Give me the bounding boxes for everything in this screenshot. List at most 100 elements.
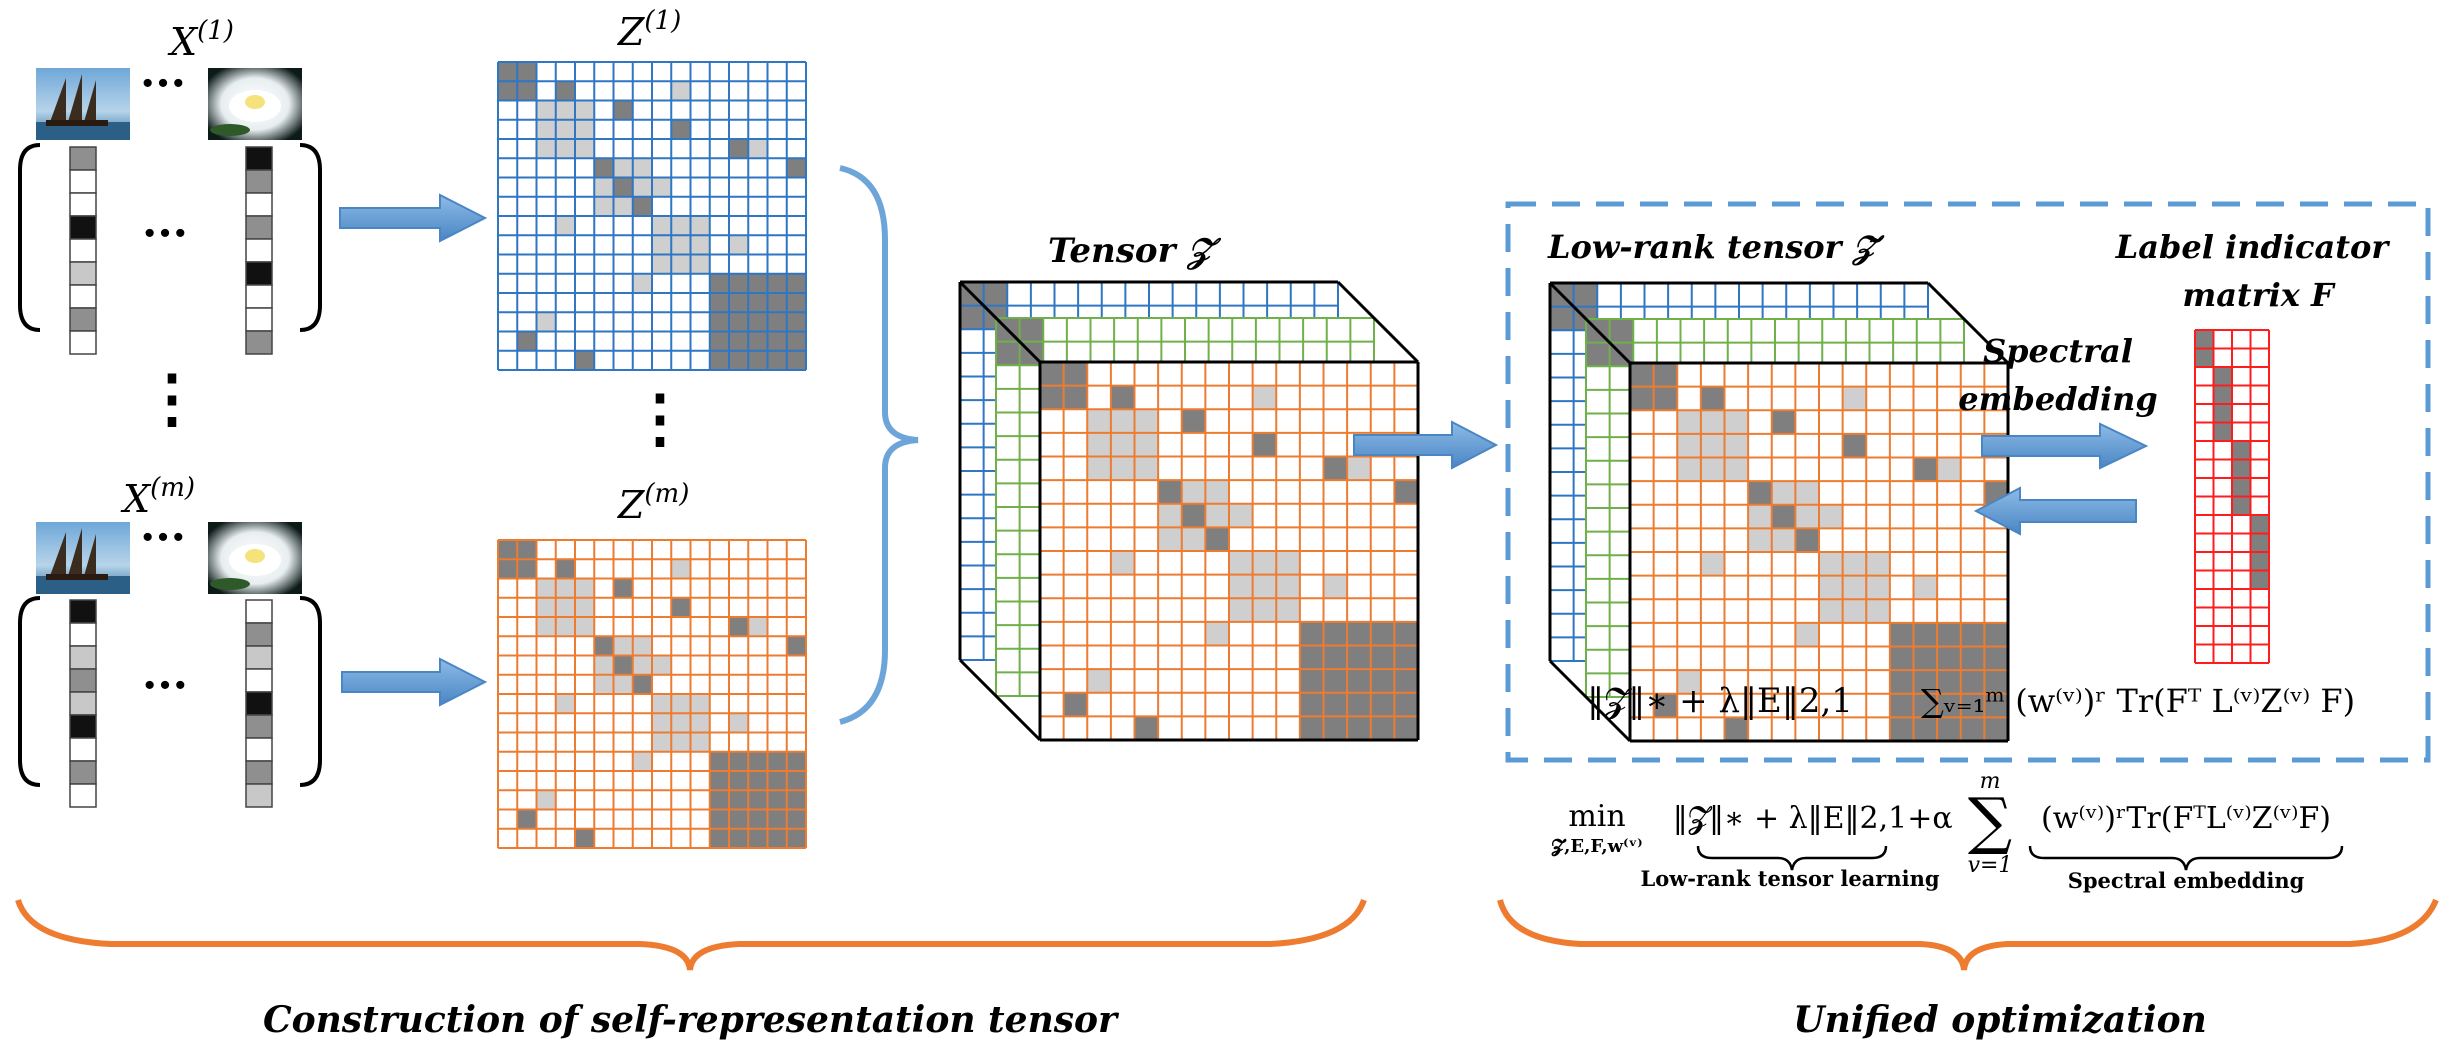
vector-cell [245, 261, 273, 286]
matrix-cell-filled [767, 771, 787, 791]
matrix-cell-filled [555, 81, 575, 101]
tensor-cell-filled [1984, 670, 2008, 694]
tensor-cell-filled [1748, 528, 1772, 552]
tensor-cell-filled [1573, 283, 1598, 307]
tensor-cell-filled [1984, 693, 2008, 718]
tensor-cell-filled [1937, 693, 1961, 718]
tensor-cell-filled [1087, 432, 1111, 457]
indicator-cell-filled [2232, 441, 2251, 460]
matrix-cell-filled [748, 273, 768, 293]
tensor-cell-filled [1063, 362, 1088, 386]
tensor-cell-filled [1040, 385, 1064, 410]
matrix-cell-filled [517, 559, 537, 579]
tensor-label: Tensor 𝒵 [1048, 231, 1221, 271]
tensor-cell-filled [1370, 645, 1395, 670]
vector-cell [69, 284, 97, 309]
tensor-cell-filled [1110, 456, 1135, 481]
tensor-cell-filled [1724, 433, 1749, 458]
matrix-cell-filled [786, 273, 806, 293]
tensor-cell-filled [1937, 646, 1961, 671]
tensor-cell-filled [1724, 410, 1749, 434]
optimization-box [1505, 201, 2431, 763]
matrix-cell-filled [575, 119, 595, 139]
tensor-cell-filled [1181, 503, 1206, 528]
tensor-slice [1629, 362, 2009, 742]
matrix-cell-filled [632, 196, 652, 216]
tensor-cell-filled [1299, 645, 1324, 670]
tensor-cell-filled [1063, 692, 1088, 717]
vector-cell [245, 668, 273, 693]
tensor-cell-filled [1394, 621, 1418, 646]
matrix-cell-filled [594, 196, 614, 216]
matrix-cell-filled [671, 81, 691, 101]
vector-cell [69, 645, 97, 670]
arrow-right-icon [341, 657, 488, 707]
tensor-cell-filled [1134, 716, 1159, 740]
matrix-cell-filled [748, 751, 768, 771]
matrix-cell-filled [729, 312, 749, 332]
matrix-cell-filled [555, 100, 575, 120]
objective-term-low-rank: ‖𝓩‖∗ + λ‖E‖2,1 [1673, 801, 1908, 836]
matrix-cell-filled [575, 617, 595, 637]
matrix-cell-filled [729, 293, 749, 313]
matrix-cell-filled [652, 216, 672, 236]
tensor-cell-filled [1370, 692, 1395, 717]
dots-vertical: ⋮ [140, 361, 204, 436]
vector-cell [69, 192, 97, 217]
tensor-cell-filled [1842, 386, 1867, 411]
matrix-cell-filled [690, 694, 710, 714]
tensor-cell-filled [1586, 342, 1610, 367]
tensor-cube [958, 280, 1420, 742]
vector-cell [69, 691, 97, 716]
indicator-cell-filled [2195, 348, 2214, 367]
matrix-cell-filled [786, 331, 806, 351]
matrix-cell-filled [709, 273, 729, 293]
dots-horizontal: ··· [140, 512, 186, 563]
tensor-cell-filled [1960, 693, 1985, 718]
tensor-cell-filled [1748, 481, 1772, 505]
matrix-cell-filled [690, 235, 710, 255]
vector-cell [245, 238, 273, 263]
matrix-cell-filled [671, 216, 691, 236]
vector-cell [245, 284, 273, 309]
matrix-cell-filled [767, 273, 787, 293]
tensor-cell-filled [1347, 645, 1371, 670]
tensor-cell-filled [1724, 717, 1749, 741]
objective-min: min [1568, 799, 1625, 834]
indicator-cell-filled [2232, 478, 2251, 497]
matrix-cell-filled [671, 235, 691, 255]
tensor-cell-filled [1299, 669, 1324, 693]
tensor-cell-filled [1819, 575, 1843, 600]
tensor-cell-filled [1937, 670, 1961, 694]
matrix-cell-filled [555, 617, 575, 637]
sum-lower-limit: v=1 [1968, 853, 2013, 878]
tensor-cell-filled [1795, 622, 1819, 647]
matrix-cell-filled [613, 674, 633, 694]
caption-unified-optimization: Unified optimization [1793, 999, 2207, 1041]
matrix-cell-filled [594, 655, 614, 675]
water-lily-photo-icon [208, 68, 302, 140]
tensor-cell-filled [1252, 551, 1277, 575]
tensor-cell-filled [1819, 599, 1843, 623]
tensor-cell-filled [1019, 318, 1044, 342]
tensor-cell-filled [1842, 599, 1867, 623]
tensor-cell-filled [1771, 481, 1796, 505]
matrix-cell-filled [786, 790, 806, 810]
matrix-cell-filled [536, 119, 556, 139]
vector-cell [69, 261, 97, 286]
matrix-cell-filled [786, 809, 806, 829]
tensor-cell-filled [1370, 716, 1395, 740]
feature-vector [69, 599, 97, 808]
tensor-cell-filled [1913, 717, 1938, 741]
tensor-cell-filled [1748, 504, 1772, 529]
matrix-cell-filled [632, 655, 652, 675]
matrix-cell-filled [729, 713, 749, 733]
tensor-cell-filled [1550, 306, 1574, 331]
tensor-cell-filled [1913, 693, 1938, 718]
tensor-cell-filled [1700, 386, 1725, 411]
vector-cell [245, 330, 273, 355]
matrix-cell-filled [786, 350, 806, 370]
objective-function: min 𝓩,E,F,w⁽ᵛ⁾ ‖𝓩‖∗ + λ‖E‖2,1 Low-rank t… [1551, 769, 2344, 893]
matrix-cell-filled [632, 177, 652, 197]
matrix-cell-filled [613, 196, 633, 216]
